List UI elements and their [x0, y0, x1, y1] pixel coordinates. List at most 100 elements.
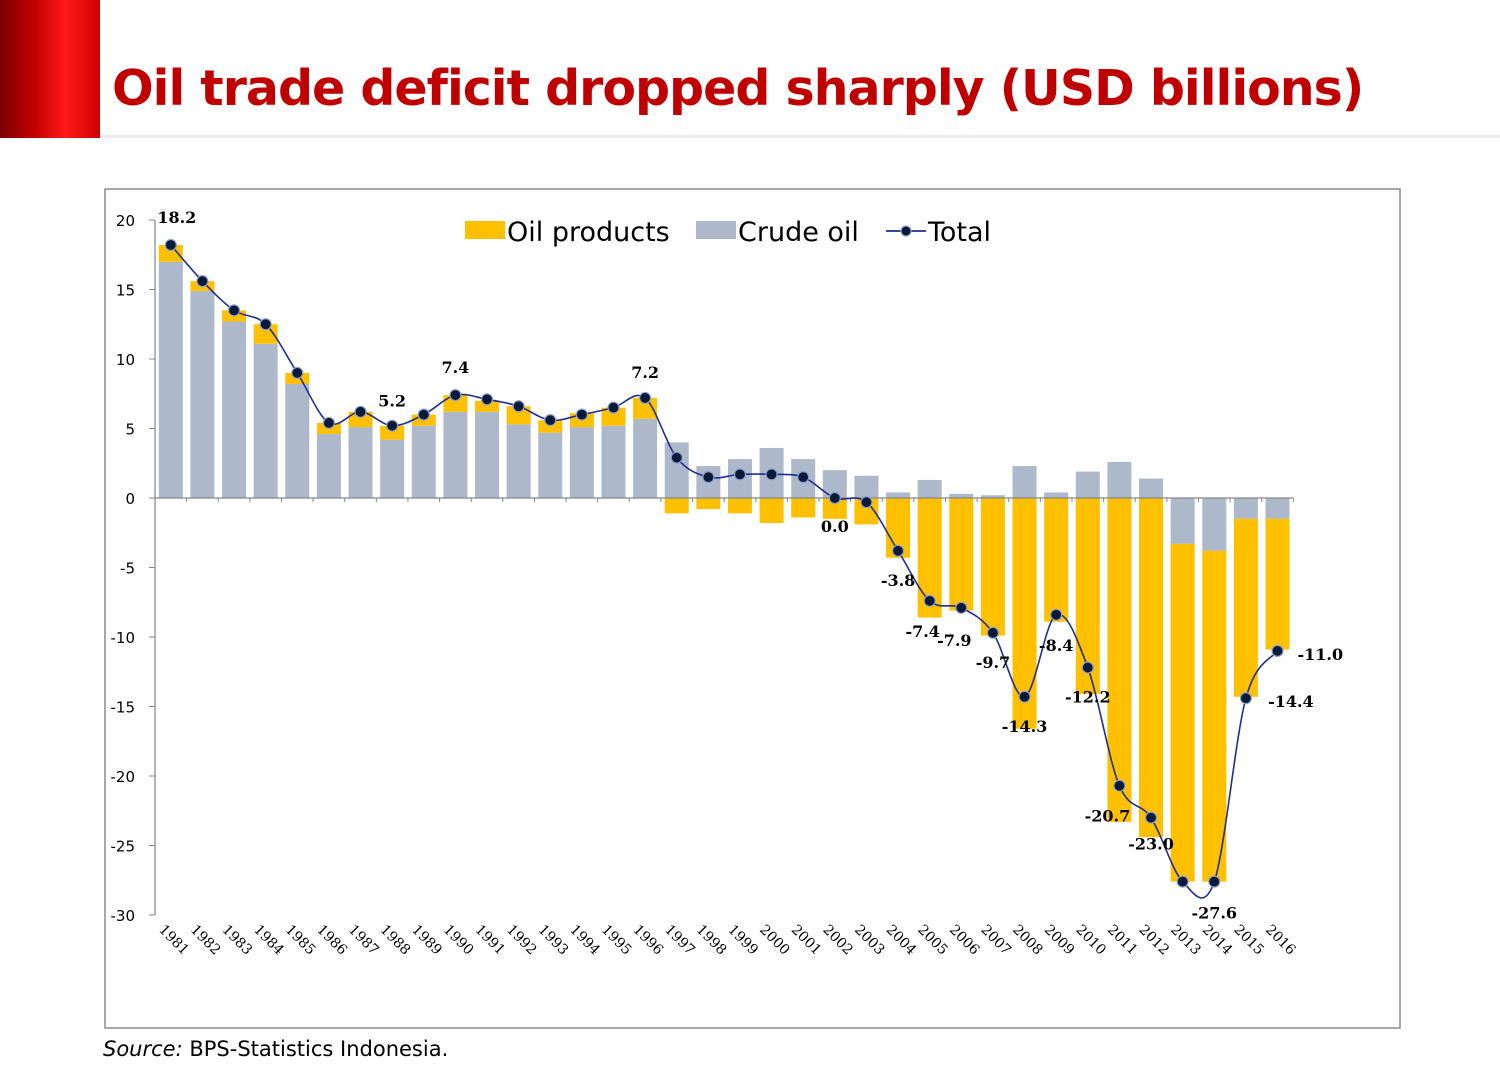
total-point	[259, 318, 272, 331]
total-point	[196, 275, 209, 288]
legend: Oil products Crude oil Total	[465, 217, 991, 248]
bar-oil-products	[1107, 498, 1132, 822]
y-tick-label: -15	[111, 699, 136, 717]
total-point	[891, 544, 905, 557]
total-point	[1208, 875, 1221, 888]
bar-oil-products	[949, 498, 974, 611]
bar-oil-products	[791, 498, 816, 518]
source-text: BPS-Statistics Indonesia.	[189, 1037, 449, 1061]
bar-crude-oil	[1265, 498, 1290, 519]
total-point	[227, 304, 241, 317]
y-tick-label: -20	[111, 768, 136, 786]
bar-oil-products	[443, 395, 468, 412]
data-label: -11.0	[1298, 645, 1344, 664]
bar-oil-products	[664, 498, 689, 514]
bar-oil-products	[1044, 498, 1069, 622]
bar-oil-products	[1139, 498, 1164, 838]
data-label: -23.0	[1128, 835, 1174, 854]
y-tick-label: -30	[111, 907, 136, 925]
legend-marker-total	[900, 225, 912, 237]
data-label: -14.3	[1002, 717, 1048, 736]
y-tick-label: -10	[111, 629, 136, 647]
bar-crude-oil	[1233, 498, 1258, 519]
bar-crude-oil	[569, 427, 594, 498]
bar-oil-products	[348, 411, 373, 428]
legend-label-crude-oil: Crude oil	[738, 217, 859, 248]
total-point	[544, 414, 557, 427]
bar-oil-products	[822, 498, 847, 519]
bar-crude-oil	[854, 475, 879, 498]
bar-oil-products	[1265, 518, 1290, 650]
bar-crude-oil	[949, 493, 974, 498]
bar-crude-oil	[380, 439, 405, 498]
bar-oil-products	[633, 397, 658, 419]
legend-swatch-oil-products	[465, 221, 505, 239]
bar-crude-oil	[1139, 478, 1164, 498]
bar-crude-oil	[506, 424, 531, 498]
bar-oil-products	[1170, 543, 1195, 882]
legend-label-oil-products: Oil products	[507, 217, 670, 248]
total-point	[480, 393, 494, 406]
source-note: Source: BPS-Statistics Indonesia.	[103, 1037, 448, 1061]
total-point	[386, 419, 399, 432]
bar-crude-oil	[633, 418, 658, 498]
total-point	[670, 451, 683, 464]
data-label: -3.8	[881, 571, 915, 590]
total-point	[354, 405, 367, 418]
bar-oil-products	[759, 498, 784, 524]
bar-oil-products	[538, 420, 563, 433]
bar-crude-oil	[285, 384, 310, 498]
bar-crude-oil	[222, 321, 247, 498]
bar-crude-oil	[917, 479, 942, 498]
total-point	[607, 401, 620, 414]
total-point	[1050, 608, 1063, 621]
total-point	[828, 491, 841, 505]
axes	[154, 220, 1294, 915]
total-point	[449, 389, 462, 402]
bar-crude-oil	[1075, 471, 1100, 498]
total-point	[923, 594, 936, 607]
data-label: -12.2	[1065, 688, 1111, 707]
y-tick-label: 15	[116, 282, 135, 300]
y-tick-label: 0	[125, 490, 135, 508]
y-tick-label: 10	[116, 351, 135, 369]
data-label: -7.9	[937, 631, 971, 650]
bar-crude-oil	[253, 343, 278, 498]
bar-oil-products	[506, 406, 531, 425]
y-tick-label: -5	[120, 560, 135, 578]
data-label: -8.4	[1039, 636, 1073, 655]
data-label: 0.0	[821, 517, 849, 536]
bar-crude-oil	[1012, 466, 1037, 498]
bar-crude-oil	[316, 434, 341, 498]
y-tick-label: -25	[111, 838, 136, 856]
data-label: 7.2	[631, 363, 659, 382]
bar-crude-oil	[348, 427, 373, 498]
bar-oil-products	[696, 498, 721, 510]
total-point	[986, 626, 1000, 639]
bar-crude-oil	[664, 442, 689, 498]
bar-crude-oil	[601, 425, 626, 498]
bar-crude-oil	[538, 432, 563, 498]
bar-oil-products	[158, 245, 183, 262]
bar-crude-oil	[190, 290, 215, 498]
total-point	[417, 408, 430, 421]
total-point	[765, 468, 778, 481]
bar-crude-oil	[475, 411, 500, 498]
bar-crude-oil	[1044, 492, 1069, 498]
total-line-series	[164, 238, 1284, 899]
source-label: Source:	[103, 1037, 183, 1061]
legend-label-total: Total	[927, 217, 991, 248]
bar-oil-products	[980, 498, 1005, 636]
bar-oil-products	[1202, 550, 1227, 882]
bar-oil-products	[727, 498, 752, 514]
total-point	[1176, 875, 1189, 888]
bar-crude-oil	[1170, 498, 1195, 544]
legend-swatch-crude-oil	[696, 221, 736, 239]
bar-crude-oil	[1202, 498, 1227, 551]
data-label: -14.4	[1268, 692, 1314, 711]
y-axis: 20 15 10 5 0 -5 -10 -15 -20 -25 -30	[111, 212, 155, 925]
bar-oil-products	[1075, 498, 1100, 694]
total-point	[733, 468, 747, 481]
data-label: 18.2	[157, 208, 196, 227]
total-point	[512, 400, 525, 413]
